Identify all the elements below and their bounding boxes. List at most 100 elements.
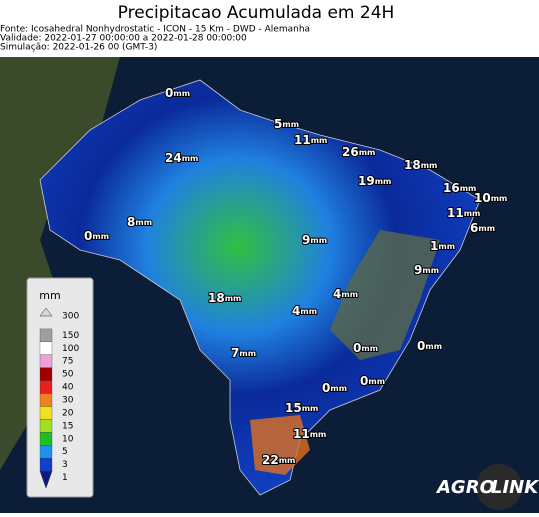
legend-label: 3 bbox=[62, 460, 68, 470]
rain-value: 11 bbox=[447, 206, 464, 220]
legend-label: 30 bbox=[62, 396, 74, 406]
rain-label: 11mm bbox=[447, 206, 480, 220]
rain-unit: mm bbox=[311, 136, 328, 145]
rain-label: 10mm bbox=[474, 191, 507, 205]
rain-value: 11 bbox=[293, 427, 310, 441]
rain-value: 0 bbox=[417, 339, 425, 353]
legend-label: 150 bbox=[62, 331, 79, 341]
rain-label: 11mm bbox=[293, 427, 326, 441]
rain-value: 26 bbox=[342, 145, 359, 159]
legend-swatch bbox=[39, 367, 53, 381]
legend-label: 300 bbox=[62, 312, 79, 322]
legend-label: 50 bbox=[62, 370, 74, 380]
rain-unit: mm bbox=[341, 290, 358, 299]
rain-value: 15 bbox=[285, 401, 302, 415]
rain-unit: mm bbox=[225, 294, 242, 303]
rain-unit: mm bbox=[310, 236, 327, 245]
rain-unit: mm bbox=[330, 384, 347, 393]
rain-label: 26mm bbox=[342, 145, 375, 159]
rain-label: 9mm bbox=[302, 233, 327, 247]
heavy-rain-area bbox=[250, 415, 310, 475]
rain-unit: mm bbox=[279, 456, 296, 465]
rain-label: 18mm bbox=[208, 291, 241, 305]
rain-unit: mm bbox=[359, 148, 376, 157]
rain-label: 0mm bbox=[165, 86, 190, 100]
rain-label: 1mm bbox=[430, 239, 455, 253]
rain-value: 0 bbox=[322, 381, 330, 395]
rain-value: 1 bbox=[430, 239, 438, 253]
legend-swatch bbox=[39, 432, 53, 446]
rain-value: 0 bbox=[165, 86, 173, 100]
rain-unit: mm bbox=[421, 161, 438, 170]
rain-label: 0mm bbox=[360, 374, 385, 388]
legend-swatch bbox=[39, 393, 53, 407]
rain-label: 4mm bbox=[292, 304, 317, 318]
rain-unit: mm bbox=[491, 194, 508, 203]
rain-value: 6 bbox=[470, 221, 478, 235]
rain-label: 9mm bbox=[414, 263, 439, 277]
logo-circle bbox=[476, 464, 522, 510]
logo-right: LINK bbox=[491, 477, 539, 498]
legend-label: 40 bbox=[62, 383, 74, 393]
logo-left: AGRO bbox=[435, 477, 495, 498]
rain-value: 4 bbox=[333, 287, 341, 301]
rain-unit: mm bbox=[438, 242, 455, 251]
legend-label: 20 bbox=[62, 408, 74, 418]
legend-swatch bbox=[39, 458, 53, 472]
rain-unit: mm bbox=[282, 120, 299, 129]
legend-swatch bbox=[39, 419, 53, 433]
rain-label: 0mm bbox=[84, 229, 109, 243]
rain-label: 16mm bbox=[443, 181, 476, 195]
rain-value: 18 bbox=[404, 158, 421, 172]
rain-unit: mm bbox=[422, 266, 439, 275]
rain-label: 5mm bbox=[274, 117, 299, 131]
legend-box bbox=[26, 277, 94, 498]
rain-label: 6mm bbox=[470, 221, 495, 235]
rain-unit: mm bbox=[425, 342, 442, 351]
rain-label: 0mm bbox=[322, 381, 347, 395]
dry-area bbox=[330, 230, 440, 360]
rain-label: 15mm bbox=[285, 401, 318, 415]
rain-value: 8 bbox=[127, 215, 135, 229]
rain-value: 5 bbox=[274, 117, 282, 131]
brazil-region bbox=[39, 79, 481, 496]
rain-value: 16 bbox=[443, 181, 460, 195]
rain-value: 9 bbox=[302, 233, 310, 247]
rain-value: 18 bbox=[208, 291, 225, 305]
rain-value: 0 bbox=[360, 374, 368, 388]
rain-label: 11mm bbox=[294, 133, 327, 147]
rain-label: 19mm bbox=[358, 174, 391, 188]
legend-label: 1 bbox=[62, 473, 68, 483]
rain-value: 24 bbox=[165, 151, 182, 165]
simulation-line: Simulação: 2022-01-26 00 (GMT-3) bbox=[0, 43, 157, 53]
rain-unit: mm bbox=[135, 218, 152, 227]
rain-label: 7mm bbox=[231, 346, 256, 360]
rain-label: 22mm bbox=[262, 453, 295, 467]
rain-value: 7 bbox=[231, 346, 239, 360]
rain-value: 4 bbox=[292, 304, 300, 318]
rain-label: 0mm bbox=[353, 341, 378, 355]
legend-swatch bbox=[39, 406, 53, 420]
rain-value: 19 bbox=[358, 174, 375, 188]
rain-value: 0 bbox=[84, 229, 92, 243]
rain-unit: mm bbox=[310, 430, 327, 439]
legend-swatch bbox=[39, 328, 53, 342]
rain-label: 0mm bbox=[417, 339, 442, 353]
legend-label: 100 bbox=[62, 344, 79, 354]
legend-label: 15 bbox=[62, 421, 73, 431]
validity-line: Validade: 2022-01-27 00:00:00 a 2022-01-… bbox=[0, 34, 247, 44]
rain-value: 0 bbox=[353, 341, 361, 355]
rain-unit: mm bbox=[300, 307, 317, 316]
rain-unit: mm bbox=[460, 184, 477, 193]
legend-label: 10 bbox=[62, 434, 74, 444]
rain-value: 10 bbox=[474, 191, 491, 205]
rain-value: 11 bbox=[294, 133, 311, 147]
rain-unit: mm bbox=[368, 377, 385, 386]
legend-swatch bbox=[39, 445, 53, 459]
rain-value: 22 bbox=[262, 453, 279, 467]
rain-unit: mm bbox=[375, 177, 392, 186]
rain-label: 24mm bbox=[165, 151, 198, 165]
rain-unit: mm bbox=[478, 224, 495, 233]
rain-unit: mm bbox=[361, 344, 378, 353]
